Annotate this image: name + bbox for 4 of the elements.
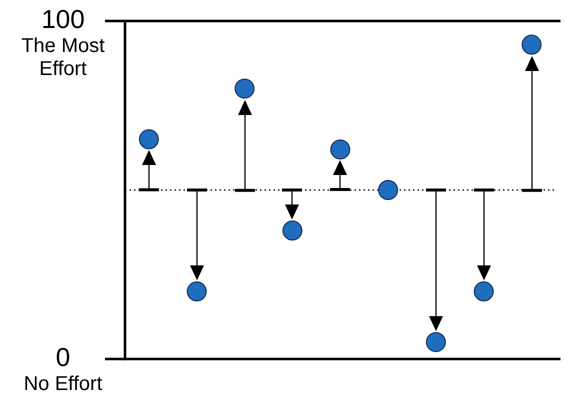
y-tick-label: 100 (41, 4, 85, 34)
text: The Most Effort (20, 35, 106, 81)
text: No Effort (22, 373, 104, 396)
y-tick-label: 0 (56, 342, 70, 372)
